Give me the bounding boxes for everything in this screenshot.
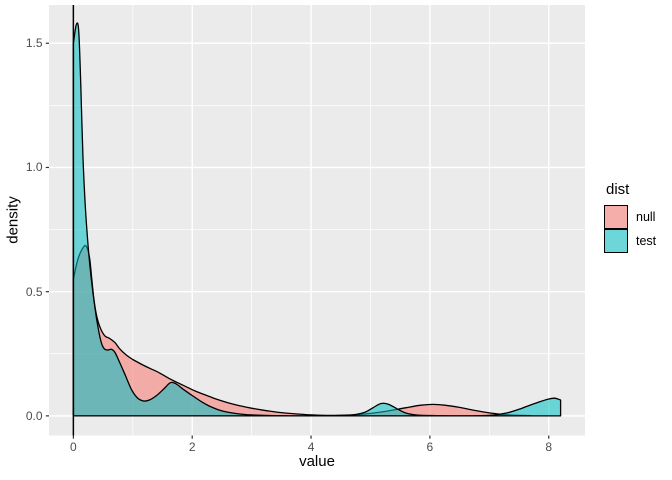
x-tick-label: 6 <box>426 440 434 454</box>
x-tick-label: 8 <box>545 440 553 454</box>
x-tick-label: 0 <box>70 440 77 454</box>
legend: dist null test <box>604 182 656 253</box>
legend-key-test <box>604 229 628 253</box>
y-tick-label: 1.0 <box>25 160 43 175</box>
legend-item-null: null <box>604 205 656 229</box>
legend-label-null: null <box>636 209 656 224</box>
legend-label-test: test <box>636 233 657 248</box>
null-swatch-icon <box>604 205 628 229</box>
test-swatch-icon <box>604 229 628 253</box>
x-tick-label: 4 <box>307 440 315 454</box>
y-tick-label: 1.5 <box>25 36 43 51</box>
legend-title: dist <box>606 181 630 198</box>
density-curve-test <box>72 22 562 417</box>
legend-key-null <box>604 205 628 229</box>
y-tick-label: 0.0 <box>25 408 43 423</box>
x-tick-label: 2 <box>188 440 196 454</box>
x-axis-title: value <box>299 453 335 470</box>
y-tick-label: 0.5 <box>25 284 43 299</box>
legend-item-test: test <box>604 229 656 253</box>
y-axis-title: density <box>4 196 22 244</box>
